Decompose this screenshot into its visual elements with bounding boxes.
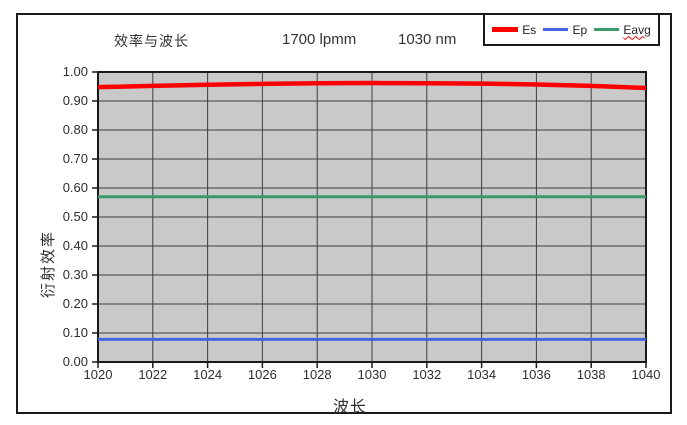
x-tick-label: 1038 (576, 367, 606, 382)
y-tick-label: 0.70 (62, 151, 88, 166)
y-axis-title: 衍射效率 (40, 230, 57, 299)
y-tick-label: 0.30 (62, 267, 88, 282)
x-tick-label: 1028 (302, 367, 332, 382)
x-tick-label: 1036 (521, 367, 551, 382)
legend-label-Ep: Ep (572, 22, 588, 37)
y-tick-label: 0.80 (62, 122, 88, 137)
plot-frame (97, 71, 647, 363)
x-tick-label: 1024 (193, 367, 223, 382)
legend-label-Eavg: Eavg (623, 22, 651, 37)
plot-canvas (92, 71, 647, 368)
y-tick-label: 0.20 (62, 296, 88, 311)
y-tick-label: 0.60 (62, 180, 88, 195)
y-tick-label: 0.50 (62, 209, 88, 224)
x-tick-label: 1034 (467, 367, 497, 382)
x-tick-label: 1032 (412, 367, 442, 382)
center-wavelength-annotation: 1030 nm (398, 31, 457, 48)
x-axis-title: 波长 (332, 399, 367, 416)
series-line-Es (97, 80, 647, 91)
legend-line-Eavg (594, 28, 620, 31)
legend-item-Ep: Ep (543, 24, 587, 36)
legend-item-Es: Es (492, 24, 536, 36)
x-tick-label: 1030 (357, 367, 387, 382)
y-tick-label: 0.00 (62, 354, 88, 369)
y-tick-label: 1.00 (62, 64, 88, 79)
y-tick-label: 0.90 (62, 93, 88, 108)
y-tick-label: 0.40 (62, 238, 88, 253)
legend: Es Ep Eavg (483, 13, 660, 46)
x-tick-label: 1026 (247, 367, 277, 382)
legend-label-Es: Es (522, 22, 537, 37)
plot-area (92, 71, 647, 368)
legend-item-Eavg: Eavg (594, 22, 651, 37)
chart-title: 效率与波长 (114, 33, 189, 49)
x-tick-label: 1040 (631, 367, 661, 382)
grating-density-annotation: 1700 lpmm (282, 31, 357, 48)
legend-line-Ep (543, 28, 569, 31)
x-tick-label: 1022 (138, 367, 168, 382)
chart-border (16, 13, 672, 414)
x-tick-label: 1020 (83, 367, 113, 382)
y-tick-label: 0.10 (62, 325, 88, 340)
legend-line-Es (492, 27, 519, 32)
